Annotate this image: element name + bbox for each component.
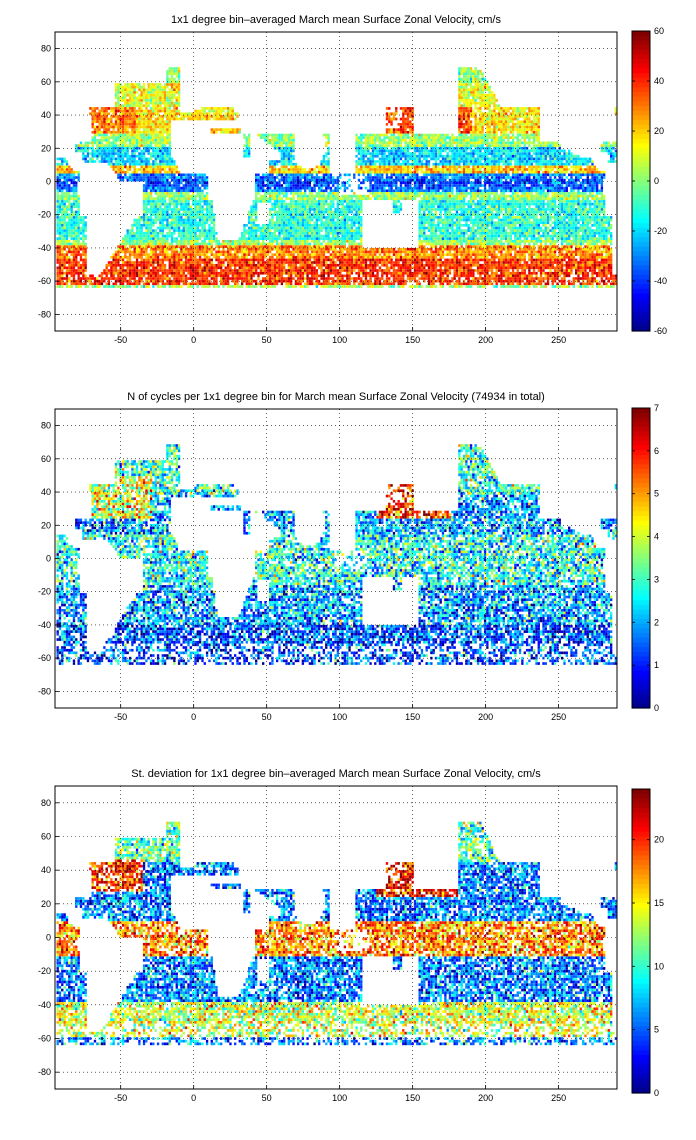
y-tick-label: 40 xyxy=(41,110,51,120)
y-tick-label: -60 xyxy=(38,276,51,286)
x-tick-label: 250 xyxy=(551,1093,566,1103)
y-tick-label: -40 xyxy=(38,1000,51,1010)
panel-2: N of cycles per 1x1 degree bin for March… xyxy=(38,391,659,722)
colorbar-tick-label: 0 xyxy=(654,1088,659,1098)
x-tick-label: 100 xyxy=(332,335,347,345)
panel-3: St. deviation for 1x1 degree bin–average… xyxy=(38,768,664,1103)
y-tick-label: 80 xyxy=(41,798,51,808)
x-tick-label: -50 xyxy=(114,335,127,345)
y-tick-label: -20 xyxy=(38,966,51,976)
x-tick-label: 250 xyxy=(551,712,566,722)
y-tick-label: 0 xyxy=(46,554,51,564)
x-tick-label: 150 xyxy=(405,1093,420,1103)
x-tick-label: 50 xyxy=(262,1093,272,1103)
colorbar-tick-label: 20 xyxy=(654,835,664,845)
colorbar-tick-label: 5 xyxy=(654,1025,659,1035)
panel-title: 1x1 degree bin–averaged March mean Surfa… xyxy=(171,14,501,26)
x-tick-label: 0 xyxy=(191,712,196,722)
panel-1: 1x1 degree bin–averaged March mean Surfa… xyxy=(38,14,667,345)
y-tick-label: -60 xyxy=(38,653,51,663)
x-tick-label: -50 xyxy=(114,712,127,722)
x-tick-label: 150 xyxy=(405,712,420,722)
grid-lines xyxy=(55,786,617,1089)
y-tick-label: 20 xyxy=(41,899,51,909)
x-tick-label: 150 xyxy=(405,335,420,345)
heatmap-cells xyxy=(56,821,618,1046)
y-tick-label: -40 xyxy=(38,620,51,630)
panel-title: St. deviation for 1x1 degree bin–average… xyxy=(131,768,541,780)
y-tick-label: 40 xyxy=(41,865,51,875)
x-tick-label: 50 xyxy=(262,335,272,345)
y-tick-label: -80 xyxy=(38,309,51,319)
y-tick-label: -20 xyxy=(38,587,51,597)
x-tick-label: 100 xyxy=(332,712,347,722)
colorbar-tick-label: 7 xyxy=(654,403,659,413)
colorbar-tick-label: 60 xyxy=(654,26,664,36)
colorbar-tick-label: 4 xyxy=(654,532,659,542)
colorbar-tick-label: 5 xyxy=(654,489,659,499)
colorbar-tick-label: -20 xyxy=(654,226,667,236)
y-tick-label: -80 xyxy=(38,686,51,696)
x-tick-label: 200 xyxy=(478,712,493,722)
x-tick-label: 0 xyxy=(191,335,196,345)
y-tick-label: 60 xyxy=(41,454,51,464)
panel-title: N of cycles per 1x1 degree bin for March… xyxy=(127,391,545,403)
colorbar-tick-label: 2 xyxy=(654,617,659,627)
colorbar-tick-label: 20 xyxy=(654,126,664,136)
y-tick-label: 20 xyxy=(41,143,51,153)
x-tick-label: 200 xyxy=(478,1093,493,1103)
grid-lines xyxy=(55,32,617,331)
y-tick-label: 60 xyxy=(41,77,51,87)
x-tick-label: 250 xyxy=(551,335,566,345)
x-tick-label: 50 xyxy=(262,712,272,722)
colorbar-tick-label: -60 xyxy=(654,326,667,336)
colorbar-tick-label: 0 xyxy=(654,703,659,713)
y-tick-label: -40 xyxy=(38,243,51,253)
y-tick-label: 0 xyxy=(46,177,51,187)
y-tick-label: 80 xyxy=(41,44,51,54)
y-tick-label: -80 xyxy=(38,1067,51,1077)
y-tick-label: -60 xyxy=(38,1034,51,1044)
heatmap-cells xyxy=(56,444,618,665)
y-tick-label: 60 xyxy=(41,832,51,842)
y-tick-label: 80 xyxy=(41,421,51,431)
colorbar-tick-label: 3 xyxy=(654,574,659,584)
colorbar-tick-label: -40 xyxy=(654,276,667,286)
heatmap-cells xyxy=(56,67,618,288)
x-tick-label: 100 xyxy=(332,1093,347,1103)
colorbar-tick-label: 6 xyxy=(654,446,659,456)
x-tick-label: -50 xyxy=(114,1093,127,1103)
colorbar: 60 40 20 0 -20 -40 -60 xyxy=(631,26,667,336)
x-tick-label: 200 xyxy=(478,335,493,345)
grid-lines xyxy=(55,409,617,708)
y-tick-label: 40 xyxy=(41,487,51,497)
colorbar-tick-label: 0 xyxy=(654,176,659,186)
colorbar-tick-label: 10 xyxy=(654,961,664,971)
y-tick-label: 20 xyxy=(41,520,51,530)
colorbar: 7 6 5 4 3 2 1 0 xyxy=(631,403,659,713)
y-tick-label: 0 xyxy=(46,933,51,943)
colorbar-tick-label: 15 xyxy=(654,898,664,908)
colorbar-tick-label: 40 xyxy=(654,76,664,86)
colorbar: 20 15 10 5 0 xyxy=(631,788,664,1098)
x-tick-label: 0 xyxy=(191,1093,196,1103)
colorbar-tick-label: 1 xyxy=(654,660,659,670)
y-tick-label: -20 xyxy=(38,210,51,220)
